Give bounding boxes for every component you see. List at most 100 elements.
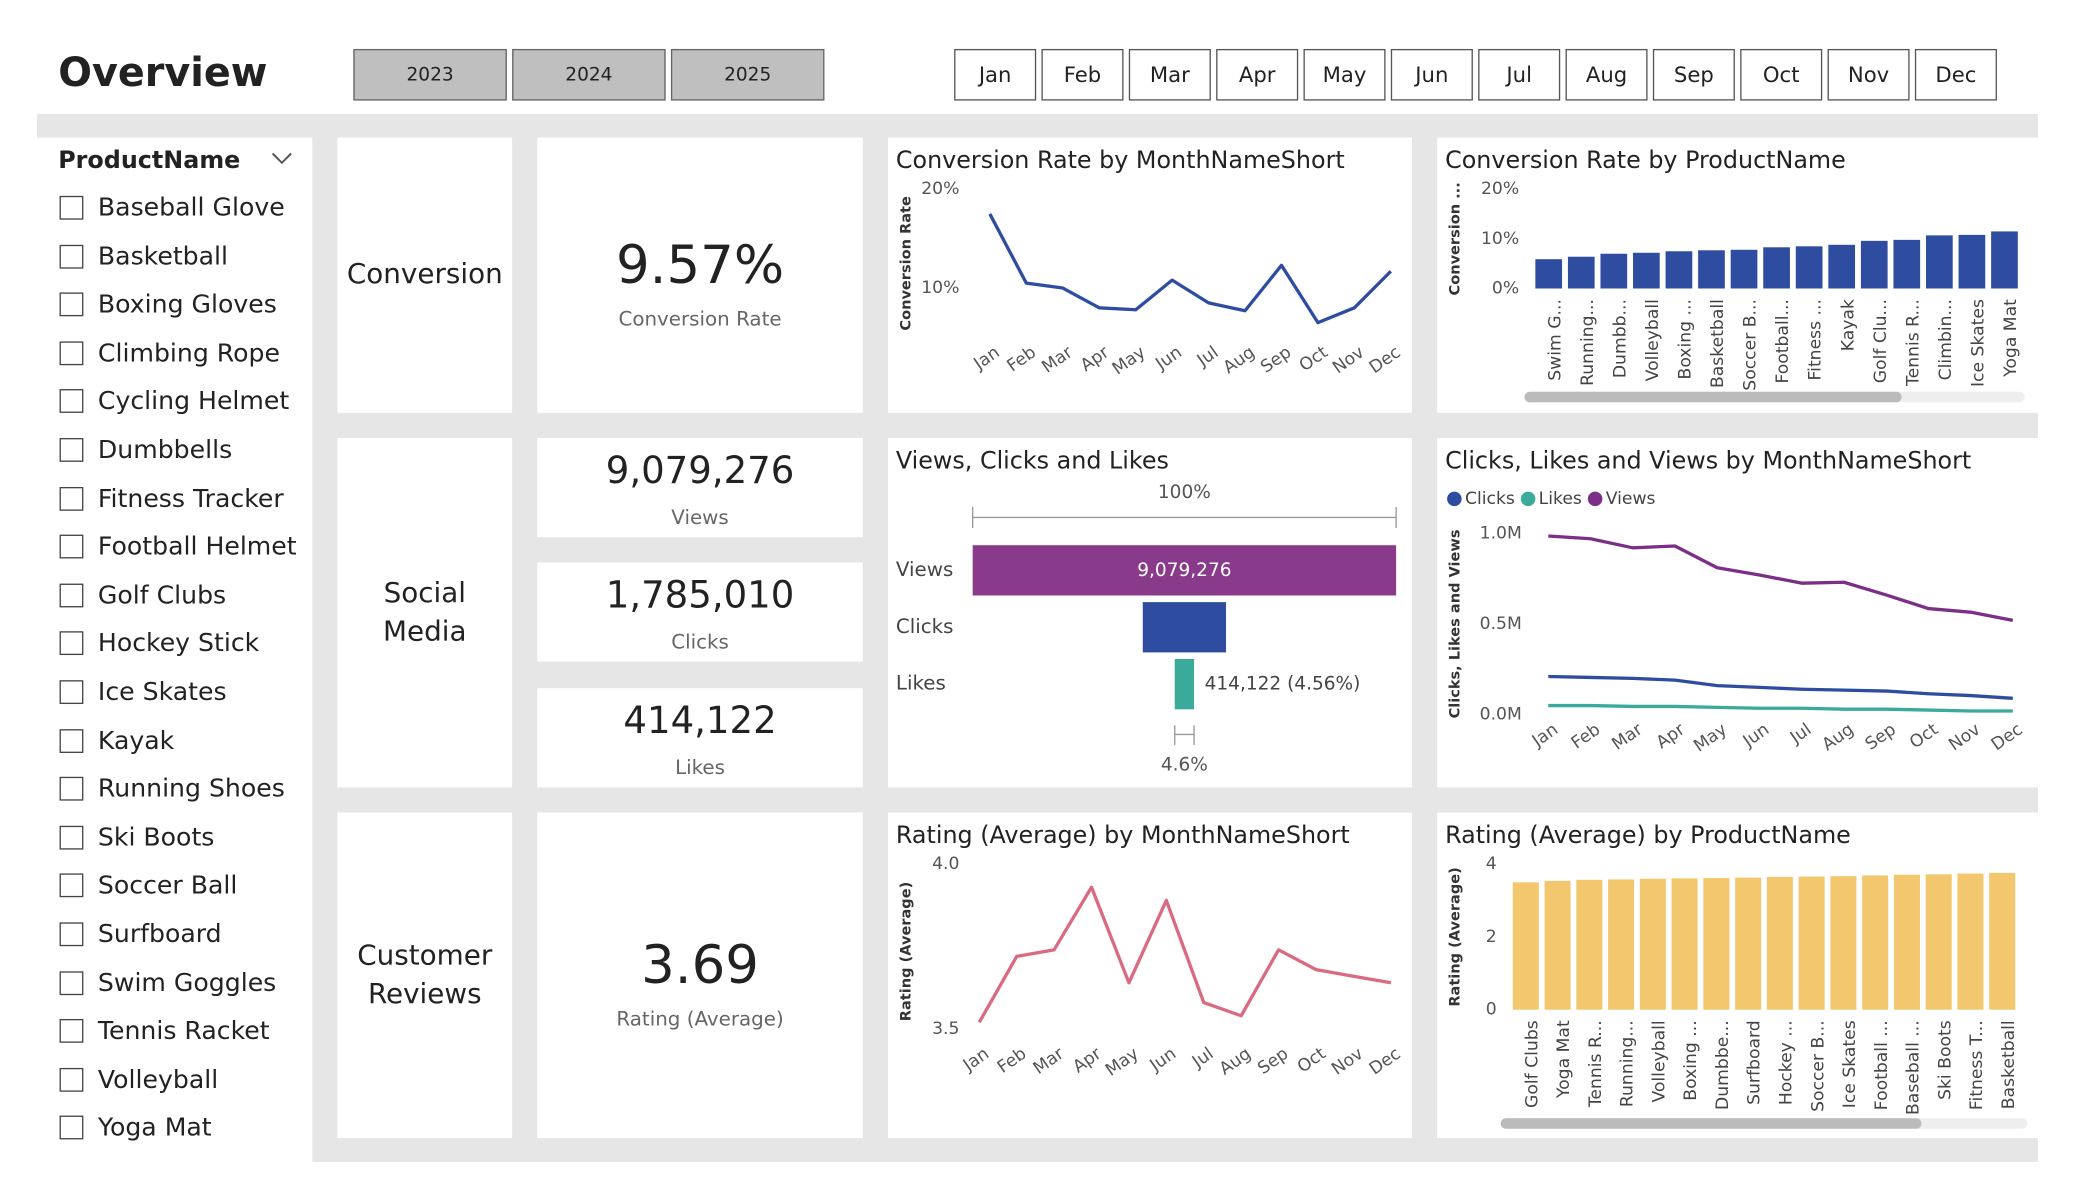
slicer-item[interactable]: Ski Boots	[59, 822, 214, 854]
bar	[1991, 231, 2018, 289]
y-tick-label: 0%	[1492, 278, 1519, 298]
x-tick-label: Running...	[1578, 299, 1598, 386]
slicer-item[interactable]: Yoga Mat	[59, 1112, 212, 1144]
slicer-item[interactable]: Kayak	[59, 725, 175, 757]
bar	[1763, 247, 1790, 289]
chart-panel	[887, 812, 1413, 1139]
slicer-item[interactable]: Dumbbells	[59, 434, 232, 466]
slicer-item[interactable]: Football Helmet	[59, 531, 297, 563]
slicer-item[interactable]: Tennis Racket	[59, 1015, 270, 1047]
y-tick-label: 2	[1486, 927, 1497, 947]
slicer-item[interactable]: Cycling Helmet	[59, 386, 290, 418]
checkbox[interactable]	[59, 341, 84, 365]
checkbox[interactable]	[59, 195, 84, 220]
x-tick-label: Fitness ...	[1806, 299, 1826, 380]
x-tick-label: Golf Clubs	[1522, 1020, 1542, 1108]
month-button[interactable]: Oct	[1740, 48, 1823, 101]
slicer-item[interactable]: Boxing Gloves	[59, 289, 277, 321]
checkbox[interactable]	[59, 631, 84, 656]
x-tick-label: Boxing ...	[1681, 1020, 1701, 1100]
slicer-item[interactable]: Basketball	[59, 240, 228, 272]
checkbox[interactable]	[59, 1067, 84, 1092]
item-label: Surfboard	[97, 919, 222, 949]
month-button[interactable]: Sep	[1652, 48, 1735, 101]
bar	[1828, 244, 1856, 289]
month-button[interactable]: Jul	[1478, 48, 1561, 101]
checkbox[interactable]	[59, 292, 84, 317]
chart-title: Rating (Average) by ProductName	[1445, 821, 1851, 849]
item-label: Cycling Helmet	[97, 386, 290, 417]
checkbox[interactable]	[59, 486, 84, 511]
bar	[1958, 234, 1986, 289]
slicer-item[interactable]: Soccer Ball	[59, 870, 238, 902]
checkbox[interactable]	[59, 534, 84, 559]
checkbox[interactable]	[59, 389, 84, 414]
month-button[interactable]: Jan	[954, 48, 1037, 101]
month-button[interactable]: Nov	[1827, 48, 1910, 101]
year-button[interactable]: 2023	[353, 48, 507, 101]
y-axis-title: Conversion Rate	[897, 196, 914, 331]
slicer-item[interactable]: Hockey Stick	[59, 628, 260, 660]
slicer-item[interactable]: Climbing Rope	[59, 337, 280, 369]
x-tick-label: Ski Boots	[1935, 1020, 1955, 1100]
checkbox[interactable]	[59, 438, 84, 462]
slicer-item[interactable]: Running Shoes	[59, 773, 285, 805]
month-button[interactable]: Aug	[1565, 48, 1648, 101]
x-tick-label: Running...	[1618, 1020, 1638, 1107]
checkbox[interactable]	[59, 1019, 84, 1044]
y-axis-title: Rating (Average)	[897, 882, 914, 1021]
kpi-label: Views	[671, 505, 729, 530]
line-series	[988, 213, 1393, 325]
card-label-panel: Social Media	[337, 438, 513, 788]
category-label: Clicks	[896, 615, 954, 638]
checkbox[interactable]	[59, 970, 84, 995]
y-tick-label: 0.5M	[1480, 614, 1522, 634]
slicer-item[interactable]: Swim Goggles	[59, 967, 276, 999]
slicer-item[interactable]: Volleyball	[59, 1064, 218, 1096]
checkbox[interactable]	[59, 680, 84, 705]
month-button[interactable]: Feb	[1041, 48, 1124, 101]
bar	[1600, 253, 1628, 289]
chart-title: Rating (Average) by MonthNameShort	[896, 821, 1350, 849]
month-button[interactable]: May	[1303, 48, 1386, 101]
slicer-item[interactable]: Baseball Glove	[59, 192, 285, 224]
month-button[interactable]: Apr	[1216, 48, 1299, 101]
slicer-item[interactable]: Ice Skates	[59, 676, 227, 708]
bar	[1860, 240, 1888, 289]
month-button[interactable]: Dec	[1914, 48, 1997, 101]
x-tick-label: Tennis R...	[1903, 299, 1923, 387]
item-label: Baseball Glove	[97, 193, 285, 223]
slicer-item[interactable]: Surfboard	[59, 918, 222, 950]
checkbox[interactable]	[59, 777, 84, 801]
card-label: Customer Reviews	[357, 939, 493, 1010]
checkbox[interactable]	[59, 1116, 84, 1140]
month-button[interactable]: Jun	[1390, 48, 1473, 101]
year-button[interactable]: 2025	[670, 48, 825, 101]
x-tick-label: Golf Clu...	[1871, 299, 1891, 383]
checkbox[interactable]	[59, 873, 84, 898]
x-tick-label: Hockey ...	[1777, 1020, 1797, 1105]
bar	[1957, 873, 1984, 1010]
slicer-item[interactable]: Golf Clubs	[59, 579, 226, 611]
checkbox[interactable]	[59, 244, 84, 269]
month-button[interactable]: Mar	[1128, 48, 1211, 101]
slicer-chevron[interactable]	[270, 151, 294, 167]
checkbox[interactable]	[59, 922, 84, 947]
item-label: Kayak	[97, 725, 175, 756]
bar	[1608, 879, 1635, 1010]
checkbox[interactable]	[59, 583, 84, 608]
chart-panel	[1437, 438, 2038, 788]
scrollbar-thumb	[1500, 1118, 1922, 1129]
year-button[interactable]: 2024	[512, 48, 666, 101]
bar	[1633, 252, 1660, 289]
slicer-item[interactable]: Fitness Tracker	[59, 482, 284, 514]
card-label-panel: Customer Reviews	[337, 812, 513, 1139]
chart-title: Conversion Rate by ProductName	[1445, 146, 1846, 174]
checkbox[interactable]	[59, 825, 84, 850]
checkbox[interactable]	[59, 728, 84, 753]
item-label: Hockey Stick	[97, 629, 260, 659]
chart-title: Views, Clicks and Likes	[896, 446, 1169, 474]
item-label: Tennis Racket	[97, 1016, 270, 1046]
data-label: 414,122 (4.56%)	[1205, 674, 1361, 695]
